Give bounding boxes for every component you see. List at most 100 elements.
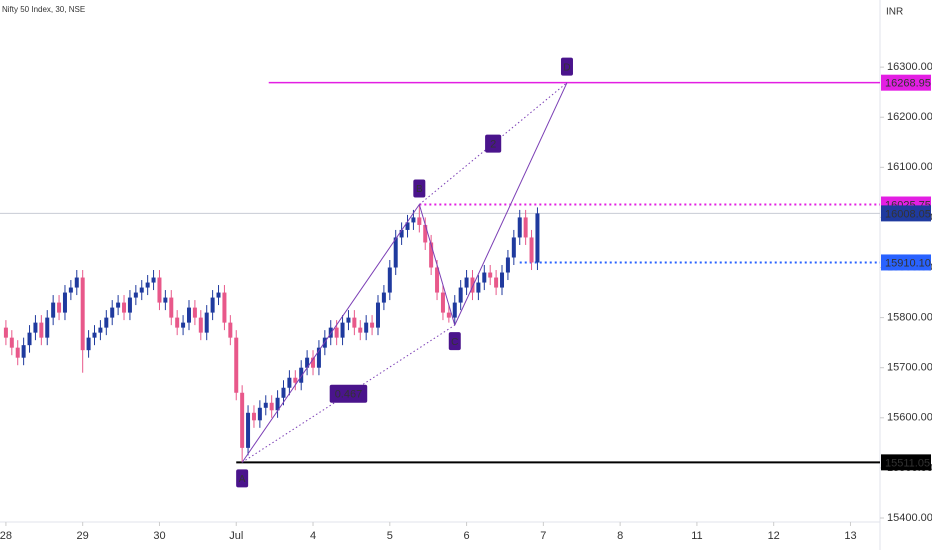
candle-body [340, 322, 345, 338]
candle-body [15, 347, 20, 358]
candle-body [133, 292, 138, 298]
candle-body [429, 242, 434, 268]
point-label: B [416, 184, 423, 195]
ratio-box [485, 134, 502, 153]
ratio-box [329, 384, 368, 403]
candle-body [33, 322, 38, 333]
candle-body [464, 277, 469, 288]
candle-body [393, 237, 398, 268]
candle-body [80, 277, 85, 351]
candle-body [381, 292, 386, 303]
candle-body [169, 297, 174, 318]
price-label-box [881, 454, 931, 471]
point-label: D [563, 62, 570, 73]
candle-body [334, 327, 339, 338]
candle-body [269, 402, 274, 411]
x-tick-label: 5 [387, 530, 393, 542]
candle-body [9, 337, 14, 348]
candle-body [299, 367, 304, 383]
candle-body [68, 287, 73, 293]
point-box [413, 179, 426, 198]
pattern-leg [418, 204, 456, 326]
y-tick-label: 16100.00 [887, 161, 932, 173]
candle-body [39, 322, 44, 338]
candle-body [275, 397, 280, 411]
x-tick-label: 28 [0, 530, 12, 542]
candle-body [57, 302, 62, 313]
candle-body [370, 322, 375, 328]
y-tick-label: 15800.00 [887, 312, 932, 324]
candle-body [263, 402, 268, 408]
price-label-box [881, 254, 931, 271]
candle-body [92, 332, 97, 338]
point-box [560, 57, 573, 76]
candle-body [494, 277, 499, 288]
candle-body [127, 297, 132, 313]
candle-body [51, 302, 56, 318]
candle-body [399, 229, 404, 238]
candle-body [240, 392, 245, 448]
candle-body [476, 282, 481, 293]
candle-body [488, 272, 493, 278]
price-label: 16268.95 [885, 78, 931, 90]
x-tick-label: 12 [768, 530, 780, 542]
candle-body [110, 307, 115, 318]
x-tick-label: 30 [153, 530, 165, 542]
candle-body [316, 347, 321, 368]
ratio-label: 2 [490, 139, 496, 151]
candle-body [293, 377, 298, 383]
candle-body [375, 302, 380, 328]
candle-body [222, 292, 227, 323]
candle-body [435, 267, 440, 293]
chart-title: Nifty 50 Index, 30, NSE [2, 5, 85, 14]
candle-body [122, 302, 127, 313]
candle-body [163, 297, 168, 303]
candle-body [204, 312, 209, 333]
y-tick-label: 15400.00 [887, 512, 932, 524]
point-label: C [451, 337, 458, 348]
candle-body [523, 217, 528, 238]
price-label: 15511.05 [885, 457, 930, 469]
candle-body [175, 317, 180, 328]
candle-body [21, 345, 26, 358]
x-tick-label: 7 [540, 530, 546, 542]
candle-body [251, 412, 256, 421]
y-axis-label: INR [886, 7, 903, 18]
pattern-leg [454, 82, 568, 326]
candle-body [257, 407, 262, 421]
candle-body [234, 337, 239, 393]
candle-body [198, 317, 203, 333]
candle-body [458, 287, 463, 303]
candle-body [116, 302, 121, 308]
x-tick-label: Jul [229, 530, 243, 542]
candle-body [151, 277, 156, 283]
candle-body [529, 237, 534, 263]
candle-body [27, 332, 32, 346]
candle-body [511, 237, 516, 258]
x-tick-label: 8 [617, 530, 623, 542]
candle-body [446, 312, 451, 318]
candle-body [3, 327, 8, 338]
y-tick-label: 15600.00 [887, 412, 932, 424]
candle-body [346, 317, 351, 323]
candle-body [423, 224, 428, 243]
price-label: 15910.10 [885, 257, 931, 269]
candle-body [192, 307, 197, 318]
candle-body [281, 387, 286, 398]
candle-body [210, 297, 215, 313]
candle-body [104, 317, 109, 328]
candle-body [387, 267, 392, 293]
candle-body [62, 292, 67, 313]
x-tick-label: 11 [691, 530, 702, 542]
x-tick-label: 4 [310, 530, 316, 542]
x-tick-label: 6 [464, 530, 470, 542]
candle-body [411, 217, 416, 223]
candle-body [311, 357, 316, 368]
candle-body [482, 272, 487, 283]
candle-body [98, 327, 103, 333]
ratio-label: 0.467 [335, 389, 363, 401]
candle-body [86, 337, 91, 351]
candle-body [246, 412, 251, 448]
